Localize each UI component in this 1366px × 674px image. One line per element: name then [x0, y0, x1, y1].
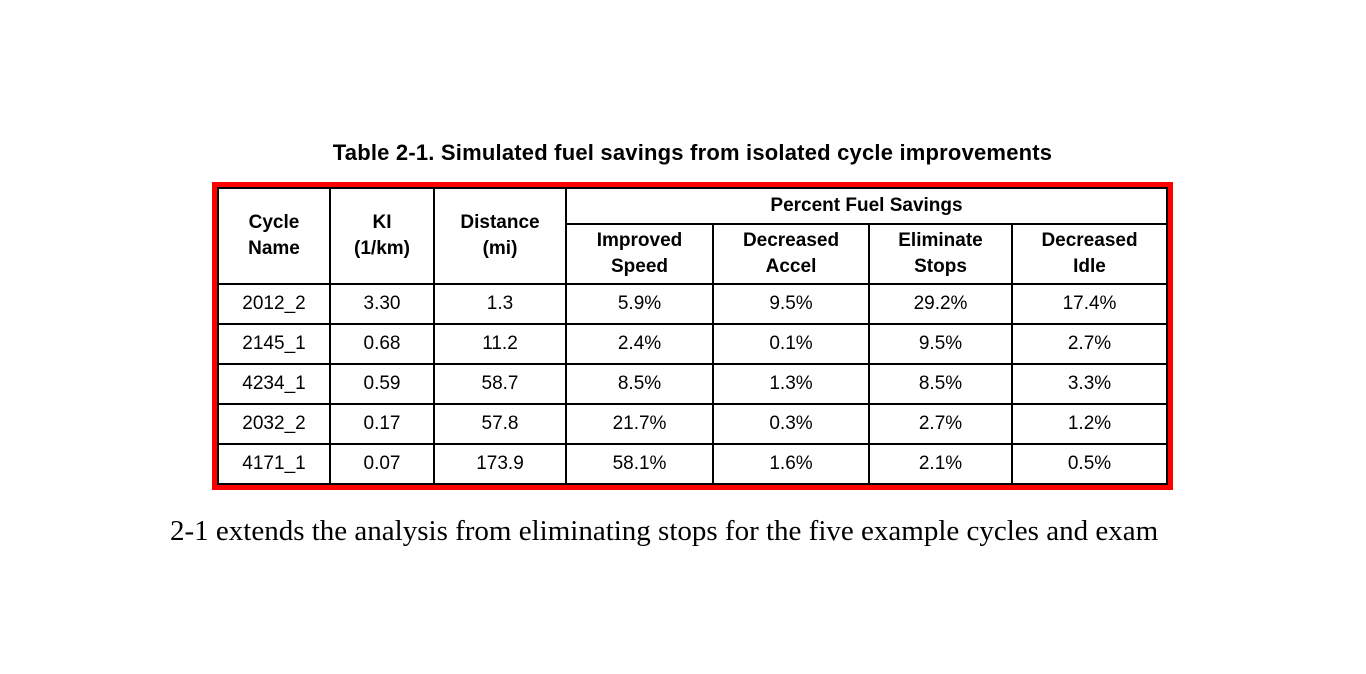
- body-paragraph-fragment: 2-1 extends the analysis from eliminatin…: [170, 515, 1159, 547]
- cell-ki: 0.68: [329, 323, 435, 365]
- cell-distance: 58.7: [433, 363, 567, 405]
- cell-decreased-idle: 1.2%: [1011, 403, 1168, 445]
- cell-decreased-accel: 0.1%: [712, 323, 870, 365]
- cell-distance: 173.9: [433, 443, 567, 485]
- fuel-savings-table-outline: Cycle Name KI (1/km) Distance (mi) Perce…: [212, 182, 1173, 490]
- cell-ki: 0.07: [329, 443, 435, 485]
- cell-eliminate-stops: 9.5%: [868, 323, 1013, 365]
- table-row: 2145_1 0.68 11.2 2.4% 0.1% 9.5% 2.7%: [217, 323, 1168, 365]
- fuel-savings-table: Cycle Name KI (1/km) Distance (mi) Perce…: [217, 187, 1168, 485]
- cell-decreased-accel: 1.3%: [712, 363, 870, 405]
- cell-eliminate-stops: 8.5%: [868, 363, 1013, 405]
- cell-cycle-name: 2145_1: [217, 323, 331, 365]
- cell-ki: 3.30: [329, 283, 435, 325]
- cell-distance: 1.3: [433, 283, 567, 325]
- cell-improved-speed: 58.1%: [565, 443, 714, 485]
- cell-ki: 0.59: [329, 363, 435, 405]
- table-row: 2032_2 0.17 57.8 21.7% 0.3% 2.7% 1.2%: [217, 403, 1168, 445]
- table-row: 4171_1 0.07 173.9 58.1% 1.6% 2.1% 0.5%: [217, 443, 1168, 485]
- cell-decreased-accel: 1.6%: [712, 443, 870, 485]
- cell-cycle-name: 2032_2: [217, 403, 331, 445]
- header-cycle-name: Cycle Name: [217, 187, 331, 285]
- cell-eliminate-stops: 2.1%: [868, 443, 1013, 485]
- header-distance: Distance (mi): [433, 187, 567, 285]
- cell-improved-speed: 5.9%: [565, 283, 714, 325]
- cell-decreased-accel: 9.5%: [712, 283, 870, 325]
- cell-decreased-idle: 17.4%: [1011, 283, 1168, 325]
- cell-distance: 57.8: [433, 403, 567, 445]
- cell-cycle-name: 4171_1: [217, 443, 331, 485]
- cell-decreased-idle: 0.5%: [1011, 443, 1168, 485]
- table-caption: Table 2-1. Simulated fuel savings from i…: [332, 140, 1053, 165]
- table-header-row-1: Cycle Name KI (1/km) Distance (mi) Perce…: [217, 187, 1168, 285]
- header-ki: KI (1/km): [329, 187, 435, 285]
- table-header-row-2: Improved Speed Decreased Accel Eliminate…: [218, 223, 1168, 285]
- cell-improved-speed: 2.4%: [565, 323, 714, 365]
- cell-cycle-name: 2012_2: [217, 283, 331, 325]
- table-row: 4234_1 0.59 58.7 8.5% 1.3% 8.5% 3.3%: [217, 363, 1168, 405]
- table-row: 2012_2 3.30 1.3 5.9% 9.5% 29.2% 17.4%: [217, 283, 1168, 325]
- header-decreased-accel: Decreased Accel: [712, 223, 870, 285]
- cell-cycle-name: 4234_1: [217, 363, 331, 405]
- cell-decreased-accel: 0.3%: [712, 403, 870, 445]
- header-percent-fuel-savings: Percent Fuel Savings: [565, 187, 1168, 225]
- header-improved-speed: Improved Speed: [565, 223, 714, 285]
- header-decreased-idle: Decreased Idle: [1011, 223, 1168, 285]
- cell-eliminate-stops: 2.7%: [868, 403, 1013, 445]
- cell-ki: 0.17: [329, 403, 435, 445]
- cell-improved-speed: 21.7%: [565, 403, 714, 445]
- cell-decreased-idle: 2.7%: [1011, 323, 1168, 365]
- cell-decreased-idle: 3.3%: [1011, 363, 1168, 405]
- cell-distance: 11.2: [433, 323, 567, 365]
- cell-eliminate-stops: 29.2%: [868, 283, 1013, 325]
- header-eliminate-stops: Eliminate Stops: [868, 223, 1013, 285]
- cell-improved-speed: 8.5%: [565, 363, 714, 405]
